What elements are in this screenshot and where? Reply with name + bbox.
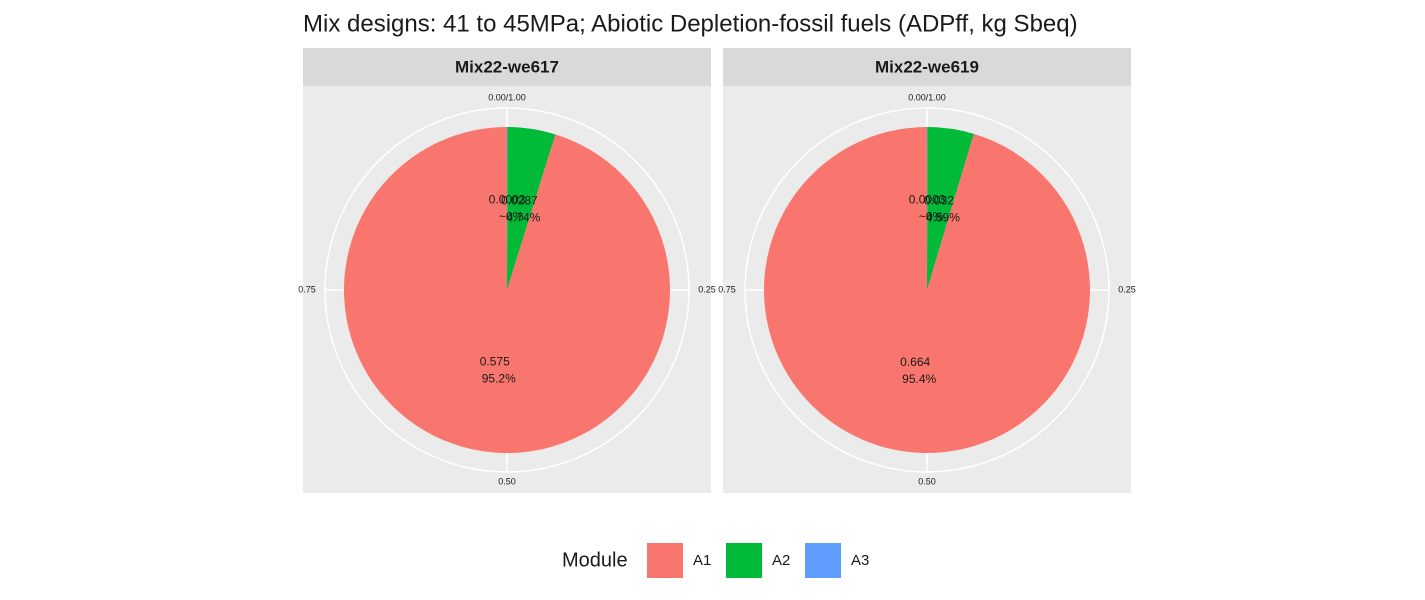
value-label: 0.0003	[489, 193, 526, 207]
value-label: 0.664	[900, 355, 930, 369]
pie-slice	[764, 127, 1091, 453]
value-label: 0.575	[480, 355, 510, 369]
percent-label: 95.4%	[902, 372, 936, 386]
legend-key	[647, 543, 683, 578]
value-label: 0.0287	[501, 194, 538, 208]
tick-label: 0.25	[698, 284, 716, 294]
tick-label: 0.50	[498, 476, 516, 486]
legend-key	[805, 543, 841, 578]
legend-label: A1	[693, 552, 711, 569]
tick-label: 0.75	[718, 284, 736, 294]
legend-label: A2	[772, 552, 790, 569]
pie-slice	[927, 127, 974, 290]
value-label: 0.0003	[909, 193, 946, 207]
percent-label: 95.2%	[482, 372, 516, 386]
tick-label: 0.75	[298, 284, 316, 294]
tick-label: 0.00/1.00	[488, 92, 526, 102]
percent-label: 4.74%	[506, 211, 540, 225]
pie-slice	[507, 127, 508, 290]
tick-label: 0.25	[1118, 284, 1136, 294]
strip	[723, 48, 1131, 86]
tick-label: 0.00/1.00	[908, 92, 946, 102]
legend-title: Module	[562, 549, 628, 571]
strip-label: Mix22-we619	[875, 57, 979, 76]
percent-label: ~0%	[919, 210, 944, 224]
strip	[303, 48, 711, 86]
pie-slice	[343, 127, 670, 454]
chart-title: Mix designs: 41 to 45MPa; Abiotic Deplet…	[303, 10, 1078, 37]
value-label: 0.032	[924, 194, 954, 208]
pie-slice	[507, 127, 556, 290]
legend-key	[726, 543, 762, 578]
tick-label: 0.50	[918, 476, 936, 486]
percent-label: 4.59%	[926, 211, 960, 225]
percent-label: ~0%	[499, 210, 524, 224]
legend-label: A3	[851, 552, 869, 569]
strip-label: Mix22-we617	[455, 57, 559, 76]
